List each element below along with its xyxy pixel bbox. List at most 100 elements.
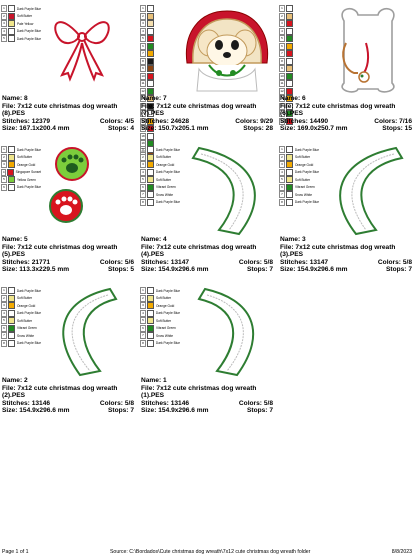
color-swatch-row: 1 Dark Purple Blue — [1, 287, 41, 294]
color-index: 1 — [140, 146, 146, 153]
stitches-label: Stitches: — [280, 117, 308, 125]
color-index: 14 — [140, 102, 146, 110]
color-name: Soft Butter — [156, 177, 172, 182]
color-index: 5 — [1, 176, 7, 183]
design-info: Name: 6 File: 7x12 cute christmas dog wr… — [280, 95, 416, 133]
design-card: 1 Dark Purple Blue 2 Soft Butter 3 Orange Gol… — [0, 285, 138, 414]
design-stops: 28 — [265, 125, 273, 133]
color-chip — [285, 198, 293, 206]
color-chip — [286, 95, 293, 102]
color-index: 18 — [140, 132, 146, 140]
color-index: 10 — [140, 72, 146, 80]
color-name: Dark Purple Blue — [16, 29, 41, 33]
paw-prints-design — [49, 147, 89, 223]
color-swatch-row: 7 Snow White — [140, 332, 180, 339]
color-index: 3 — [279, 20, 285, 27]
file-label: File: — [280, 243, 294, 251]
color-swatch-row: 3 Orange Gold — [140, 161, 180, 168]
color-swatch-row: 4 — [140, 27, 180, 35]
color-swatch-row: 13 — [140, 95, 180, 102]
color-chip — [286, 42, 293, 50]
color-chip — [286, 183, 293, 191]
color-chip — [146, 339, 154, 347]
color-index: 6 — [1, 324, 7, 332]
size-label: Size: — [2, 407, 18, 415]
color-swatch-row: 8 — [279, 57, 319, 65]
design-thumbnail: 1 2 3 4 5 6 7 8 9 10 11 12 13 14 15 16 — [278, 3, 416, 125]
color-name: Soft Butter — [17, 14, 33, 18]
design-card: 1 Dark Purple Blue 2 Soft Butter 3 Orange Gol… — [139, 144, 277, 273]
design-stops: 15 — [404, 125, 412, 133]
color-chip — [147, 42, 154, 50]
color-swatch-row: 6 Dark Purple Blue — [1, 183, 41, 191]
color-chip — [7, 287, 15, 294]
color-name: Dark Purple Blue — [16, 36, 41, 41]
name-label: Name: — [2, 95, 23, 102]
color-list: 1 2 3 4 5 6 7 8 9 10 11 12 13 14 15 16 — [279, 5, 319, 125]
color-swatch-row: 11 — [140, 80, 180, 87]
stitches-label: Stitches: — [2, 258, 30, 266]
color-chip — [147, 294, 154, 302]
color-chip — [8, 294, 15, 302]
color-chip — [8, 12, 15, 20]
colors-label: Colors: — [235, 117, 259, 125]
color-swatch-row: 5 Soft Butter — [1, 317, 41, 324]
color-name: Orange Gold — [156, 303, 175, 308]
color-name: Singapore Sunset — [15, 170, 41, 174]
color-index: 4 — [279, 27, 285, 35]
color-index: 5 — [140, 35, 146, 42]
stitches-label: Stitches: — [141, 399, 169, 407]
page-footer: Page 1 of 1 Source: C:\Bordados\Cute chr… — [2, 549, 412, 555]
color-swatch-row: 2 — [279, 12, 319, 20]
design-size: 169.0x250.7 mm — [297, 125, 348, 133]
color-swatch-row: 15 — [279, 110, 319, 117]
color-swatch-row: 14 — [140, 102, 180, 110]
color-swatch-row: 13 — [279, 95, 319, 102]
design-card: 1 Dark Purple Blue 2 Soft Butter 3 Orange Gol… — [139, 285, 277, 414]
design-file: 7x12 cute christmas dog wreath (3).PES — [280, 243, 396, 259]
color-index: 13 — [140, 95, 146, 102]
colors-label: Colors: — [99, 117, 123, 125]
color-chip — [147, 132, 154, 140]
color-index: 16 — [279, 117, 285, 125]
color-index: 15 — [279, 110, 285, 117]
design-card: 1 2 3 4 5 6 7 8 9 10 11 12 13 14 15 16 Name: 6 File: 7x… — [278, 3, 416, 132]
stops-label: Stops: — [243, 125, 264, 133]
color-index: 5 — [279, 35, 285, 42]
color-index: 3 — [140, 302, 146, 309]
size-label: Size: — [280, 266, 296, 274]
color-swatch-row: 4 Dark Purple Blue — [140, 168, 180, 176]
color-swatch-row: 2 Soft Butter — [1, 12, 41, 20]
stops-label: Stops: — [385, 266, 407, 274]
color-name: Snow White — [17, 333, 35, 338]
color-chip — [7, 339, 15, 347]
design-thumbnail: 1 Dark Purple Blue 2 Soft Butter 3 Orange Gol… — [139, 285, 277, 377]
color-chip — [147, 191, 154, 198]
color-swatch-row: 12 — [140, 87, 180, 95]
color-name: Yellow Green — [17, 177, 36, 182]
color-chip — [286, 35, 293, 42]
color-index: 6 — [279, 183, 285, 191]
color-index: 16 — [140, 117, 146, 125]
color-index: 2 — [140, 153, 146, 161]
color-swatch-row: 2 Soft Butter — [140, 294, 180, 302]
design-thumbnail: 1 Dark Purple Blue 2 Soft Butter 3 Orange Gol… — [278, 144, 416, 236]
color-swatch-row: 11 — [279, 80, 319, 87]
color-swatch-row: 1 Dark Purple Blue — [1, 5, 41, 12]
color-swatch-row: 5 Soft Butter — [140, 317, 180, 324]
color-swatch-row: 3 — [279, 20, 319, 27]
color-chip — [7, 309, 15, 317]
color-index: 11 — [140, 80, 146, 87]
design-colors: 5/8 — [263, 258, 273, 266]
color-name: Dark Purple Blue — [155, 288, 180, 293]
file-label: File: — [141, 243, 155, 251]
design-info: Name: 8 File: 7x12 cute christmas dog wr… — [2, 95, 138, 133]
design-file: 7x12 cute christmas dog wreath (8).PES — [2, 102, 118, 118]
name-label: Name: — [280, 95, 301, 102]
color-swatch-row: 16 — [140, 117, 180, 125]
color-chip — [286, 102, 293, 110]
color-chip — [146, 146, 154, 153]
color-swatch-row: 5 Dark Purple Blue — [1, 35, 41, 42]
color-swatch-row: 6 Vibrant Green — [1, 324, 41, 332]
color-index: 3 — [1, 161, 7, 168]
